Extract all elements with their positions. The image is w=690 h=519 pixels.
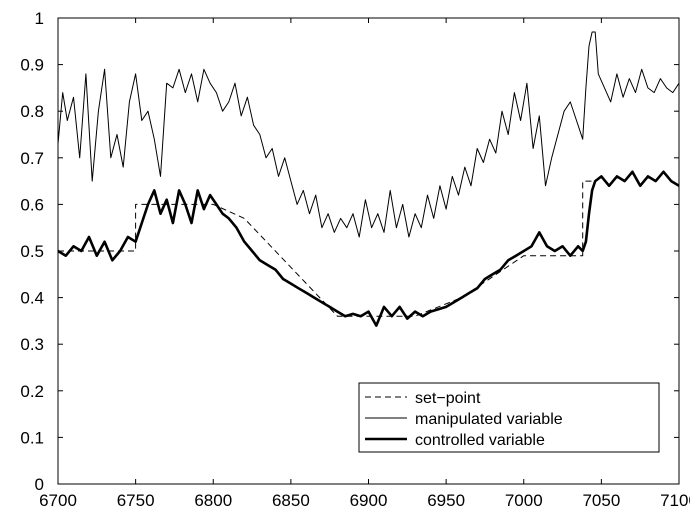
legend-label: controlled variable [415,432,545,449]
y-tick-label: 0.9 [20,56,44,75]
x-tick-label: 6850 [272,491,310,510]
series-line-dashed [58,180,594,317]
x-tick-label: 6800 [194,491,232,510]
x-tick-label: 6700 [39,491,77,510]
x-tick-label: 6950 [427,491,465,510]
series-line-solid-thin [58,31,679,238]
legend-label: manipulated variable [415,411,563,428]
y-tick-label: 0.2 [20,382,44,401]
y-tick-label: 0.3 [20,335,44,354]
x-tick-label: 6900 [350,491,388,510]
y-tick-label: 0.8 [20,102,44,121]
legend-label: set−point [415,390,481,407]
y-tick-label: 0.5 [20,242,44,261]
y-tick-label: 0.6 [20,195,44,214]
series-layer [58,31,679,327]
y-tick-label: 1 [35,9,44,28]
legend: set−point manipulated variable controlled … [358,382,660,453]
y-tick-label: 0.7 [20,149,44,168]
x-tick-label: 7000 [505,491,543,510]
legend-box [358,382,660,453]
x-tick-label: 6750 [117,491,155,510]
x-tick-label: 7050 [582,491,620,510]
y-tick-label: 0 [35,475,44,494]
series-line-solid-thick [58,170,679,327]
y-tick-label: 0.1 [20,428,44,447]
y-tick-label: 0.4 [20,289,44,308]
